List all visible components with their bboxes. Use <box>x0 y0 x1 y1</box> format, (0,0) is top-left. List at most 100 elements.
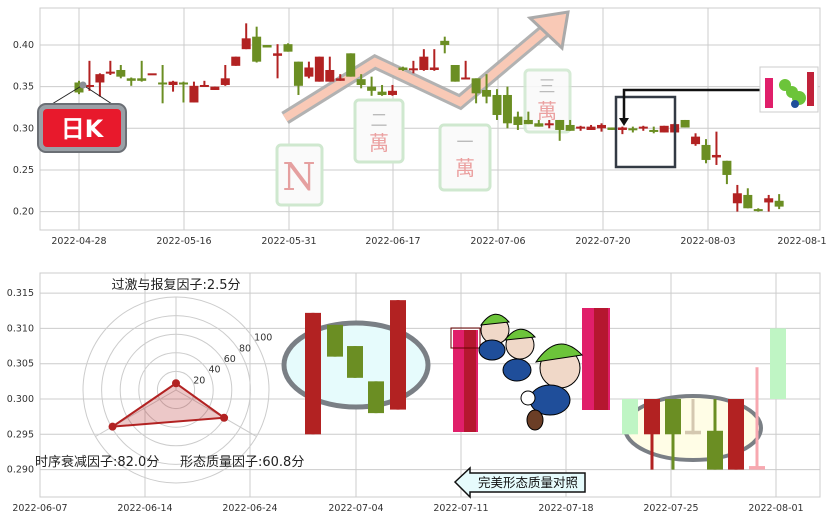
candle-body <box>492 94 502 115</box>
candle-body <box>388 90 397 95</box>
candle <box>388 84 397 96</box>
candle-body <box>398 67 408 70</box>
candle-body <box>147 73 157 76</box>
candle-body <box>262 45 272 48</box>
candle <box>137 60 147 82</box>
candle <box>168 80 178 92</box>
candle <box>482 74 492 104</box>
candle-body <box>189 85 199 103</box>
candle <box>565 119 575 131</box>
candle <box>728 399 744 470</box>
candle-body <box>628 128 638 131</box>
candle-body <box>607 127 617 130</box>
candle-body <box>617 127 627 130</box>
candle <box>680 119 690 128</box>
mario-thumbnail <box>759 66 819 113</box>
candle-body <box>304 67 314 77</box>
radar-axis <box>95 389 177 437</box>
candle <box>189 81 199 103</box>
candle-body <box>241 38 251 50</box>
candle-body <box>701 144 711 160</box>
candle <box>701 139 711 164</box>
candle-body <box>680 119 690 128</box>
candle-body <box>126 78 136 81</box>
candle-body <box>450 64 460 82</box>
candle <box>617 126 627 135</box>
candle-body <box>305 312 321 435</box>
candle-body <box>565 124 575 131</box>
y-tick-label: 0.310 <box>7 323 34 334</box>
candle-body <box>220 78 230 85</box>
candle <box>346 53 356 77</box>
candle-body <box>482 89 492 97</box>
top-chart-overlays: 日K <box>37 66 819 169</box>
character-3 <box>520 343 584 431</box>
candle <box>461 60 471 80</box>
candle <box>764 194 774 212</box>
y-tick-label: 0.35 <box>13 82 34 93</box>
candle-body <box>544 123 554 126</box>
candle-body <box>770 328 786 399</box>
candle <box>622 399 638 435</box>
candle-body <box>168 81 178 85</box>
x-tick-label: 2022-05-31 <box>261 236 316 247</box>
candle-body <box>586 126 596 130</box>
candle-body <box>116 69 126 77</box>
candle-body <box>95 74 105 83</box>
radar-point <box>108 422 117 431</box>
candle <box>105 60 115 75</box>
svg-text:N: N <box>282 155 315 199</box>
candle <box>368 381 384 414</box>
pointer-arrow-head <box>619 118 629 126</box>
candle-body <box>685 430 701 435</box>
compare-label-arrow: 完美形态质量对照 <box>453 466 586 499</box>
candle-body <box>314 56 324 82</box>
candle-body <box>471 78 481 94</box>
candle-body <box>749 466 765 470</box>
trend-arrow-head <box>526 10 570 52</box>
candle-body <box>325 69 335 82</box>
candle-body <box>377 91 387 95</box>
candle-body <box>644 399 660 435</box>
candle <box>390 300 406 410</box>
candle <box>659 125 669 133</box>
candle-body <box>764 198 774 203</box>
candle-body <box>356 79 366 85</box>
radar-ring-label: 20 <box>193 375 205 386</box>
candle-body <box>774 200 784 207</box>
candle-body <box>576 126 586 129</box>
x-tick-label: 2022-06-17 <box>365 236 420 247</box>
svg-text:萬: 萬 <box>455 156 475 180</box>
bottom-candles <box>305 300 786 470</box>
candle-body <box>283 44 293 52</box>
top-chart-grid: 0.20 0.25 0.30 0.35 0.40 2022-04-28 2022-05-16… <box>13 7 827 247</box>
candle <box>347 346 363 378</box>
svg-text:二: 二 <box>371 111 388 131</box>
candle-body <box>347 346 363 378</box>
candle <box>665 399 681 470</box>
candle <box>293 61 303 95</box>
candle <box>770 328 786 399</box>
y-tick-label: 0.40 <box>13 40 34 51</box>
radar-ring-label: 40 <box>208 365 220 376</box>
candle-body <box>429 67 439 70</box>
candle-body <box>367 86 377 91</box>
candle <box>367 76 377 96</box>
y-tick-label: 0.305 <box>7 359 34 370</box>
daily-k-sign: 日K <box>37 81 127 153</box>
svg-text:一: 一 <box>457 133 474 153</box>
candle <box>377 84 387 96</box>
candle-body <box>231 56 241 66</box>
candle <box>398 66 408 71</box>
x-tick-label: 2022-08-03 <box>680 236 735 247</box>
mahjong-tile-n: N <box>275 143 324 207</box>
candle-body <box>158 82 168 85</box>
x-tick-label: 2022-07-11 <box>433 503 488 514</box>
candle <box>597 123 606 132</box>
candle-body <box>346 53 356 77</box>
candle-body <box>659 125 669 133</box>
candle-body <box>523 119 533 125</box>
candle <box>711 131 721 165</box>
candle <box>158 64 168 104</box>
